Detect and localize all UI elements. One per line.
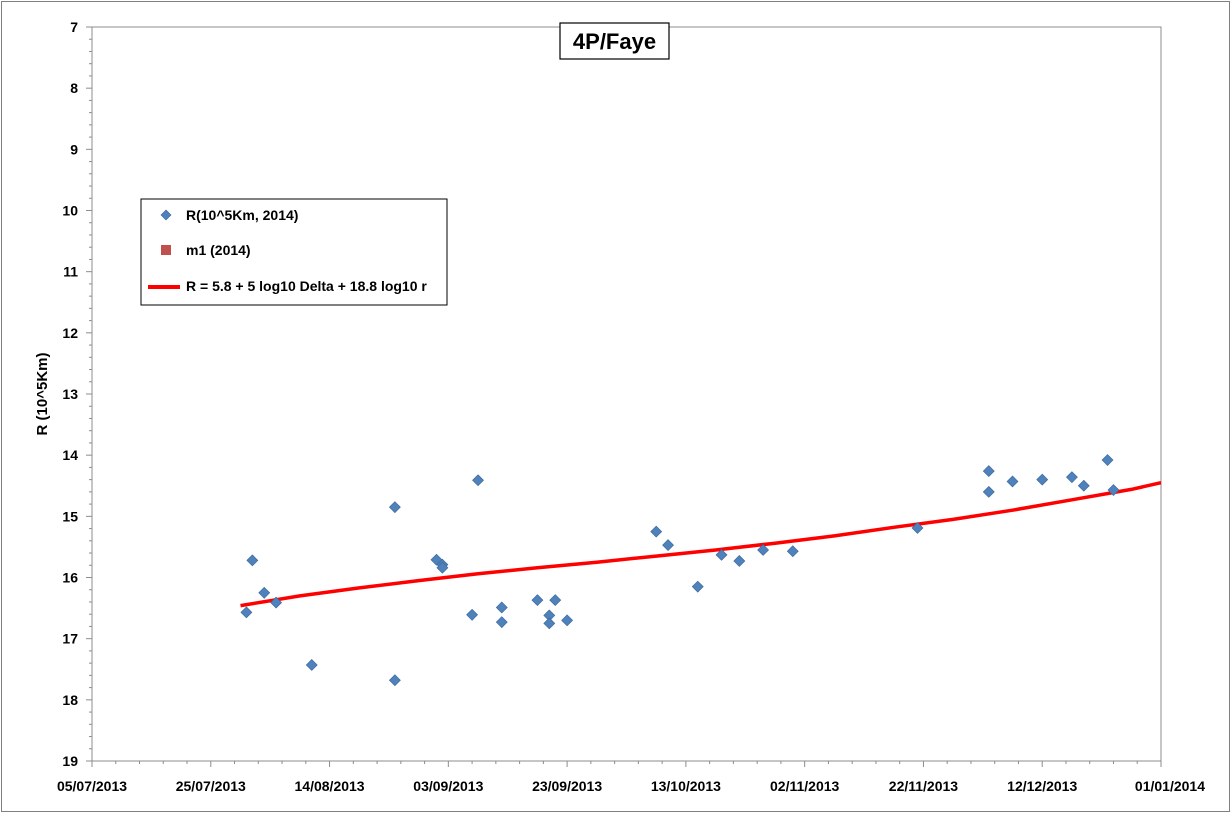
x-tick-label: 22/11/2013 xyxy=(889,778,959,794)
chart-title-box xyxy=(559,22,670,60)
data-point xyxy=(982,465,995,477)
fit-line xyxy=(240,480,1162,608)
data-point xyxy=(246,554,259,567)
data-point xyxy=(982,485,995,498)
data-point xyxy=(733,555,746,567)
y-tick-label: 19 xyxy=(62,753,78,769)
data-point xyxy=(1065,471,1078,484)
legend-label-m1: m1 (2014) xyxy=(186,242,251,258)
scatter-series xyxy=(240,454,1120,687)
x-tick-label: 23/09/2013 xyxy=(532,778,602,794)
data-point xyxy=(715,548,728,561)
data-point xyxy=(757,544,770,556)
data-point xyxy=(495,601,508,614)
data-point xyxy=(549,594,562,607)
x-tick-label: 12/12/2013 xyxy=(1007,778,1077,794)
legend-box xyxy=(140,198,448,306)
x-tick-label: 14/08/2013 xyxy=(295,778,365,794)
y-axis-title: R (10^5Km) xyxy=(34,353,51,436)
y-tick-label: 9 xyxy=(70,141,78,157)
x-tick-label: 05/07/2013 xyxy=(57,778,127,794)
y-tick-label: 16 xyxy=(62,570,78,586)
data-point xyxy=(240,606,253,619)
chart-title: 4P/Faye xyxy=(559,22,670,60)
legend: R(10^5Km, 2014) m1 (2014) R = 5.8 + 5 lo… xyxy=(140,198,448,306)
chart-title-text: 4P/Faye xyxy=(573,29,656,54)
data-point xyxy=(1006,475,1019,488)
legend-diamond-marker xyxy=(160,209,172,221)
y-tick-label: 14 xyxy=(62,447,78,463)
data-point xyxy=(1036,473,1049,486)
data-point xyxy=(1107,484,1120,496)
data-point xyxy=(543,617,556,630)
x-tick-label: 03/09/2013 xyxy=(413,778,483,794)
data-point xyxy=(388,674,401,687)
y-tick-label: 15 xyxy=(62,508,78,524)
legend-item-r: R(10^5Km, 2014) xyxy=(160,207,298,223)
y-tick-label: 17 xyxy=(62,631,78,647)
legend-square-marker xyxy=(161,245,171,255)
y-tick-label: 13 xyxy=(62,386,78,402)
y-tick-label: 7 xyxy=(70,19,78,35)
data-point xyxy=(305,659,318,671)
y-axis: 7 8 9 10 11 12 13 14 15 16 17 18 19 xyxy=(62,19,93,769)
x-axis: 05/07/2013 25/07/2013 14/08/2013 03/09/2013… xyxy=(57,760,1205,794)
x-tick-label: 25/07/2013 xyxy=(176,778,246,794)
data-point xyxy=(662,539,674,552)
data-point xyxy=(786,545,799,558)
data-point xyxy=(270,596,283,609)
data-point xyxy=(495,616,508,629)
x-tick-label: 13/10/2013 xyxy=(651,778,721,794)
legend-item-fit: R = 5.8 + 5 log10 Delta + 18.8 log10 r xyxy=(148,278,427,294)
y-tick-label: 11 xyxy=(63,264,78,280)
data-point xyxy=(1077,479,1090,492)
y-tick-label: 12 xyxy=(62,325,78,341)
y-tick-label: 18 xyxy=(62,692,78,708)
data-point xyxy=(466,608,479,621)
data-point xyxy=(561,614,574,627)
data-point xyxy=(531,594,544,607)
data-point xyxy=(1101,454,1114,466)
data-point xyxy=(472,474,484,487)
legend-label-fit: R = 5.8 + 5 log10 Delta + 18.8 log10 r xyxy=(186,278,427,294)
data-point xyxy=(388,501,401,514)
legend-item-m1: m1 (2014) xyxy=(161,242,251,258)
data-point xyxy=(436,561,449,574)
data-point xyxy=(258,586,271,599)
legend-label-r: R(10^5Km, 2014) xyxy=(186,207,298,223)
data-point xyxy=(650,525,663,538)
fit-line-series xyxy=(240,480,1162,608)
x-tick-label: 01/01/2014 xyxy=(1135,778,1205,794)
x-tick-label: 02/11/2013 xyxy=(770,778,840,794)
y-tick-label: 10 xyxy=(62,203,78,219)
y-tick-label: 8 xyxy=(70,80,78,96)
data-point xyxy=(911,522,924,534)
data-point xyxy=(691,580,704,593)
